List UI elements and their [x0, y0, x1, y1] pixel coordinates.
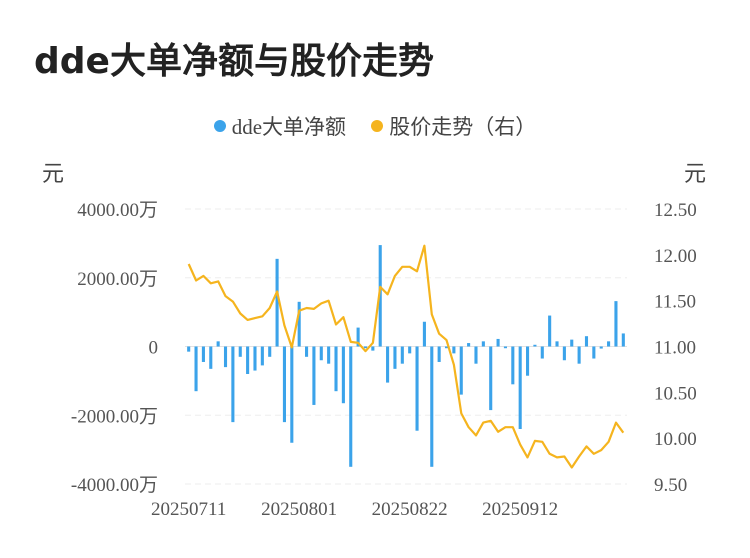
bar[interactable] — [393, 346, 397, 369]
right-tick-label: 9.50 — [654, 475, 687, 496]
legend-dot-blue — [213, 120, 226, 132]
right-tick-label: 11.50 — [654, 292, 696, 313]
left-tick-label: 2000.00万 — [77, 269, 158, 290]
bar[interactable] — [231, 346, 235, 423]
right-axis-unit: 元 — [684, 161, 707, 186]
bar[interactable] — [526, 346, 530, 376]
legend-label-dde: dde大单净额 — [231, 115, 347, 139]
x-tick-label: 20250912 — [482, 499, 558, 520]
right-tick-label: 12.50 — [654, 200, 697, 221]
bar[interactable] — [577, 346, 581, 364]
bar[interactable] — [607, 341, 611, 347]
bar[interactable] — [312, 346, 316, 405]
bar[interactable] — [533, 344, 537, 347]
bar-series — [187, 245, 625, 467]
bar[interactable] — [599, 346, 603, 349]
right-tick-label: 11.00 — [654, 338, 696, 359]
x-tick-label: 20250711 — [151, 499, 226, 520]
bar[interactable] — [570, 339, 574, 347]
bar[interactable] — [282, 346, 286, 423]
bar[interactable] — [194, 346, 198, 392]
bar[interactable] — [253, 346, 257, 371]
legend: dde大单净额 股价走势（右） — [0, 111, 750, 141]
bar[interactable] — [246, 346, 250, 375]
bar[interactable] — [371, 346, 375, 351]
bar[interactable] — [341, 346, 345, 404]
bar[interactable] — [238, 346, 242, 357]
bar[interactable] — [430, 346, 434, 467]
legend-label-price: 股价走势（右） — [389, 115, 537, 139]
bar[interactable] — [503, 346, 507, 349]
bar[interactable] — [334, 346, 338, 392]
right-tick-label: 10.50 — [654, 383, 697, 404]
left-tick-label: 4000.00万 — [77, 200, 158, 221]
chart-title: dde大单净额与股价走势 — [34, 41, 434, 82]
bar[interactable] — [260, 346, 264, 366]
bar[interactable] — [511, 346, 515, 385]
bar[interactable] — [268, 346, 272, 357]
bar[interactable] — [297, 301, 301, 347]
bar[interactable] — [327, 346, 331, 364]
left-tick-label: -2000.00万 — [71, 406, 158, 427]
bar[interactable] — [223, 346, 228, 368]
bar[interactable] — [437, 346, 441, 362]
bar[interactable] — [555, 341, 559, 347]
legend-item-price[interactable]: 股价走势（右） — [371, 111, 536, 141]
bar[interactable] — [614, 301, 618, 347]
bar[interactable] — [584, 336, 589, 347]
bar[interactable] — [305, 346, 309, 357]
bar[interactable] — [349, 346, 353, 467]
bar[interactable] — [481, 341, 485, 347]
left-tick-label: -4000.00万 — [71, 475, 158, 496]
bar[interactable] — [408, 346, 412, 354]
price-line[interactable] — [187, 244, 625, 469]
bar[interactable] — [319, 346, 323, 361]
bar[interactable] — [415, 346, 419, 431]
legend-item-dde[interactable]: dde大单净额 — [213, 111, 347, 141]
bar[interactable] — [548, 315, 552, 347]
bar[interactable] — [518, 346, 522, 430]
axis-ticks: 4000.00万 2000.00万 0 -2000.00万 -4000.00万 12.50… — [71, 200, 697, 520]
bar[interactable] — [621, 333, 625, 347]
bar[interactable] — [489, 346, 493, 411]
bar[interactable] — [444, 346, 449, 349]
grid-lines — [185, 208, 627, 485]
bar[interactable] — [201, 346, 205, 362]
bar[interactable] — [400, 346, 404, 364]
bar[interactable] — [187, 346, 191, 352]
line-series — [187, 244, 625, 469]
x-tick-label: 20250822 — [372, 499, 448, 520]
bar[interactable] — [209, 346, 213, 369]
bar[interactable] — [275, 258, 279, 347]
bar[interactable] — [422, 321, 426, 347]
right-tick-label: 10.00 — [654, 429, 697, 450]
left-axis-unit: 元 — [42, 161, 65, 186]
bar[interactable] — [496, 338, 500, 347]
bar[interactable] — [562, 346, 566, 361]
bar[interactable] — [540, 346, 544, 359]
bar[interactable] — [290, 346, 294, 443]
bar[interactable] — [356, 327, 360, 347]
bar[interactable] — [452, 346, 456, 354]
bar[interactable] — [474, 346, 478, 364]
legend-dot-orange — [371, 120, 384, 132]
bar[interactable] — [363, 346, 368, 349]
right-tick-label: 12.00 — [654, 246, 697, 267]
x-tick-label: 20250801 — [261, 499, 337, 520]
bar[interactable] — [216, 341, 220, 347]
bar[interactable] — [459, 346, 463, 395]
bar[interactable] — [592, 346, 596, 359]
left-tick-label: 0 — [149, 338, 159, 359]
bar[interactable] — [386, 346, 390, 383]
bar[interactable] — [378, 245, 382, 347]
bar[interactable] — [467, 343, 471, 347]
